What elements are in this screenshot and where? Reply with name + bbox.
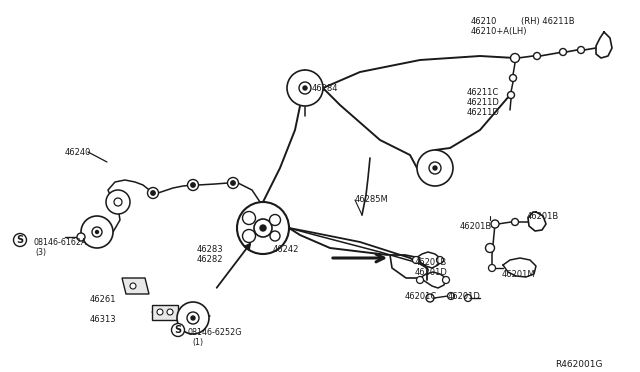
- Circle shape: [488, 264, 495, 272]
- Text: 46210: 46210: [471, 17, 497, 26]
- Text: 46283: 46283: [197, 245, 223, 254]
- Circle shape: [13, 234, 26, 247]
- Circle shape: [511, 54, 520, 62]
- Circle shape: [77, 233, 85, 241]
- Circle shape: [190, 309, 196, 315]
- Circle shape: [534, 52, 541, 60]
- Text: 46211D: 46211D: [467, 108, 500, 117]
- Text: 08146-6162A: 08146-6162A: [33, 238, 86, 247]
- Circle shape: [559, 48, 566, 55]
- Text: (RH) 46211B: (RH) 46211B: [521, 17, 575, 26]
- Text: 46201B: 46201B: [460, 222, 492, 231]
- Circle shape: [147, 187, 159, 199]
- Text: 46210+A(LH): 46210+A(LH): [471, 27, 527, 36]
- Circle shape: [187, 312, 199, 324]
- Circle shape: [191, 316, 195, 320]
- Text: 46261: 46261: [90, 295, 116, 304]
- Text: 08146-6252G: 08146-6252G: [188, 328, 243, 337]
- Circle shape: [465, 295, 472, 301]
- Polygon shape: [152, 305, 178, 320]
- Circle shape: [413, 257, 419, 263]
- Text: 46211C: 46211C: [467, 88, 499, 97]
- Text: (3): (3): [35, 248, 46, 257]
- Circle shape: [577, 46, 584, 54]
- Circle shape: [486, 244, 495, 253]
- Circle shape: [436, 257, 444, 263]
- Text: S: S: [17, 235, 24, 245]
- Circle shape: [95, 231, 99, 234]
- Text: 46285M: 46285M: [355, 195, 388, 204]
- Circle shape: [172, 324, 184, 337]
- Circle shape: [491, 220, 499, 228]
- Text: 46201D: 46201D: [415, 268, 448, 277]
- Circle shape: [447, 292, 454, 299]
- Circle shape: [92, 227, 102, 237]
- Circle shape: [167, 309, 173, 315]
- Text: 46201M: 46201M: [502, 270, 536, 279]
- Circle shape: [254, 219, 272, 237]
- Circle shape: [81, 216, 113, 248]
- Text: (1): (1): [192, 338, 203, 347]
- Circle shape: [270, 231, 280, 241]
- Circle shape: [433, 166, 437, 170]
- Text: S: S: [175, 325, 182, 335]
- Circle shape: [231, 181, 236, 185]
- Circle shape: [237, 202, 289, 254]
- Circle shape: [151, 191, 155, 195]
- Circle shape: [130, 283, 136, 289]
- Circle shape: [287, 70, 323, 106]
- Text: 46240: 46240: [65, 148, 92, 157]
- Circle shape: [417, 276, 424, 283]
- Text: 46242: 46242: [273, 245, 300, 254]
- Circle shape: [442, 276, 449, 283]
- Circle shape: [177, 302, 209, 334]
- Circle shape: [299, 82, 311, 94]
- Circle shape: [509, 74, 516, 81]
- Circle shape: [508, 92, 515, 99]
- Text: 46201D: 46201D: [448, 292, 481, 301]
- Circle shape: [429, 162, 441, 174]
- Text: R462001G: R462001G: [555, 360, 602, 369]
- Circle shape: [511, 218, 518, 225]
- Circle shape: [417, 150, 453, 186]
- Text: 46201B: 46201B: [415, 258, 447, 267]
- Circle shape: [188, 180, 198, 190]
- Circle shape: [269, 215, 280, 225]
- Circle shape: [303, 86, 307, 90]
- Circle shape: [260, 225, 266, 231]
- Circle shape: [114, 198, 122, 206]
- Polygon shape: [122, 278, 149, 294]
- Circle shape: [191, 183, 195, 187]
- Text: 46282: 46282: [197, 255, 223, 264]
- Circle shape: [157, 309, 163, 315]
- Circle shape: [426, 294, 434, 302]
- Text: 46211D: 46211D: [467, 98, 500, 107]
- Text: 46201C: 46201C: [405, 292, 437, 301]
- Text: 46201B: 46201B: [527, 212, 559, 221]
- Circle shape: [243, 212, 255, 224]
- Circle shape: [227, 177, 239, 189]
- Circle shape: [106, 190, 130, 214]
- Text: 46313: 46313: [90, 315, 116, 324]
- Text: 46284: 46284: [312, 84, 339, 93]
- Circle shape: [243, 230, 255, 243]
